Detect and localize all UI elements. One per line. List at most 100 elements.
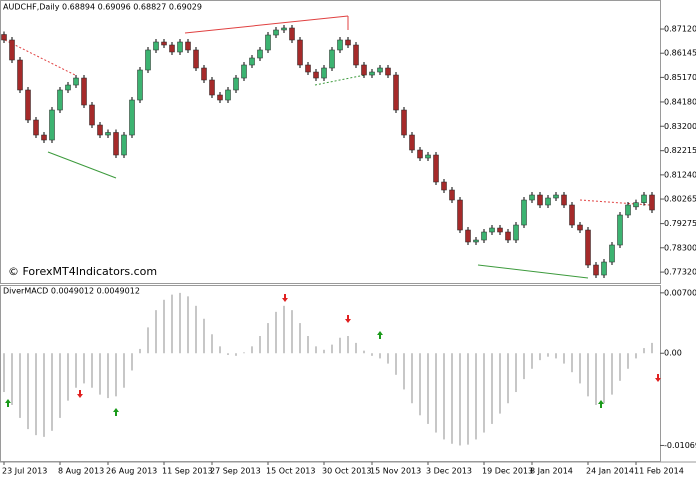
y-tick-label: 0.78300 [664, 243, 696, 252]
candle-body [185, 41, 191, 51]
candle-body [153, 41, 159, 51]
candle-body [569, 204, 575, 226]
x-tick-label: 3 Dec 2013 [426, 467, 472, 476]
candle-body [465, 229, 471, 243]
candle-body [353, 44, 359, 66]
candle-body [73, 77, 79, 86]
candle-body [329, 49, 335, 69]
candle-body [161, 41, 167, 46]
candle-body [33, 119, 39, 136]
candle-body [441, 181, 447, 191]
price-panel [0, 0, 661, 284]
candle-body [321, 67, 327, 79]
candle-body [593, 264, 599, 276]
x-tick-label: 26 Aug 2013 [106, 467, 157, 476]
candle-body [505, 231, 511, 241]
candle-body [17, 59, 23, 91]
candle-body [481, 231, 487, 241]
indicator-panel-title: DiverMACD 0.0049012 0.0049012 [3, 287, 140, 296]
y-tick-label: 0.85170 [664, 73, 696, 82]
candle-body [25, 89, 31, 121]
candle-body [409, 134, 415, 151]
buy-arrow [113, 408, 119, 416]
candle-body [473, 239, 479, 243]
candle-body [585, 229, 591, 266]
candle-body [1, 34, 7, 41]
x-tick-label: 11 Sep 2013 [162, 467, 213, 476]
x-tick-label: 15 Nov 2013 [370, 467, 421, 476]
candle-body [97, 124, 103, 136]
candle-body [65, 84, 71, 91]
y-tick-label: 0.0070066 [664, 288, 696, 297]
candle-body [337, 39, 343, 51]
x-tick-label: 19 Dec 2013 [482, 467, 533, 476]
signal-arrows [5, 294, 661, 416]
candle-body [209, 79, 215, 96]
candle-body [121, 134, 127, 156]
candle-body [49, 109, 55, 141]
y-tick-label: 0.82215 [664, 146, 696, 155]
divergence-line [477, 264, 589, 279]
candle-body [641, 194, 647, 203]
y-tick-label: 0.87120 [664, 25, 696, 34]
x-tick-label: 27 Sep 2013 [210, 467, 261, 476]
candle-body [281, 27, 287, 31]
candle-body [369, 71, 375, 76]
buy-arrow [377, 331, 383, 339]
sell-arrow [77, 390, 83, 398]
x-tick-label: 23 Jul 2013 [2, 467, 47, 476]
candle-body [81, 77, 87, 106]
x-tick-label: 15 Oct 2013 [266, 467, 315, 476]
candle-body [537, 194, 543, 206]
candle-body [225, 89, 231, 101]
candle-body [497, 227, 503, 233]
candle-body [129, 99, 135, 136]
candle-body [377, 67, 383, 73]
candle-body [105, 132, 111, 136]
candle-body [289, 27, 295, 41]
candle-body [257, 49, 263, 59]
candle-body [561, 194, 567, 206]
candle-body [201, 67, 207, 81]
buy-arrow [598, 400, 604, 408]
divergence-line [314, 74, 366, 86]
candle-body [9, 39, 15, 61]
sell-arrow [345, 315, 351, 323]
candle-body [433, 154, 439, 183]
y-tick-label: 0.80265 [664, 195, 696, 204]
candle-body [217, 94, 223, 101]
y-tick-label: 0.00 [664, 349, 682, 358]
sell-arrow [282, 294, 288, 302]
divergence-line [4, 39, 76, 76]
candle-body [145, 49, 151, 71]
candle-body [113, 132, 119, 156]
candle-body [401, 109, 407, 136]
candle-body [57, 89, 63, 111]
candle-body [529, 194, 535, 201]
watermark: © ForexMT4Indicators.com [8, 265, 157, 278]
candle-body [609, 244, 615, 263]
candle-body [393, 74, 399, 111]
y-tick-label: 0.79275 [664, 219, 696, 228]
y-tick-label: 0.86145 [664, 49, 696, 58]
candle-body [233, 77, 239, 91]
candle-body [345, 39, 351, 46]
candle-body [313, 71, 319, 79]
y-tick-label: 0.83200 [664, 122, 696, 131]
candle-body [417, 149, 423, 159]
x-tick-label: 30 Oct 2013 [322, 467, 371, 476]
candle-body [633, 202, 639, 208]
candle-body [297, 39, 303, 66]
candle-body [577, 224, 583, 231]
y-tick-label: -0.0106983 [664, 441, 696, 450]
candle-body [305, 64, 311, 73]
candle-body [273, 29, 279, 36]
candle-body [361, 64, 367, 76]
divergence-line [47, 151, 117, 179]
candle-body [545, 197, 551, 206]
x-tick-label: 8 Jan 2014 [530, 467, 573, 476]
candle-body [265, 34, 271, 51]
candle-body [425, 154, 431, 159]
